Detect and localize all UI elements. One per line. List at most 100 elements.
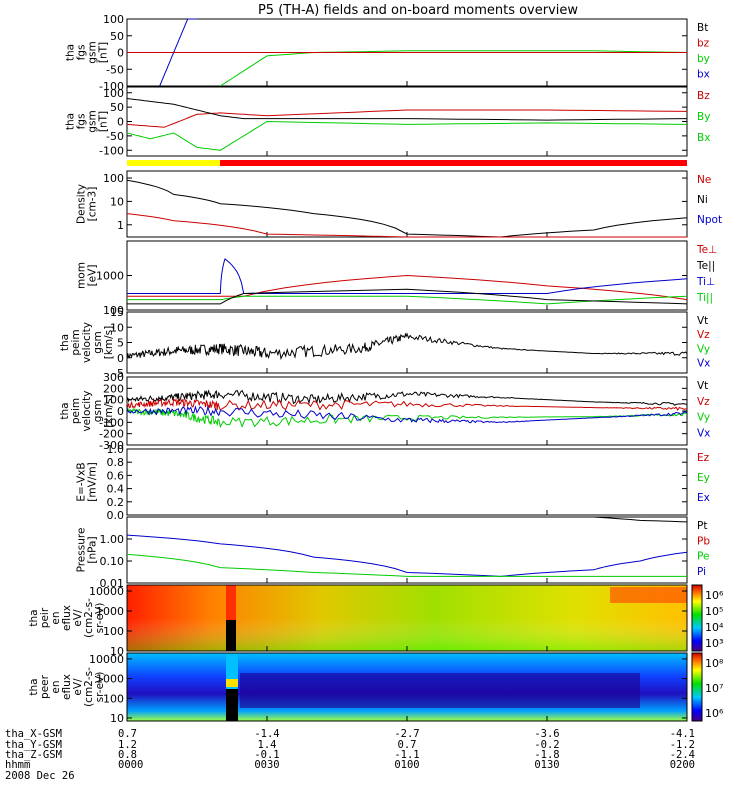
ephemeris-value: 0.7: [398, 739, 417, 751]
electron-low-flux-region: [240, 673, 640, 708]
series-fgs2-Bt: [126, 98, 688, 121]
series-temp-Ti||: [127, 295, 688, 305]
ephemeris-value: 0.8: [118, 749, 137, 761]
panel-pressure: 1.00 0.10 0.01 Pressure [nPa] Pt Pb Pe Pi: [76, 516, 710, 590]
y-axis-label: [km/s]: [103, 394, 115, 428]
colorbar-label: 10⁸: [705, 657, 724, 670]
panel-frame: [126, 448, 688, 516]
panel-ionspec: 10000 1000 100 10 tha peir en eflux eV/(cm2-s-sr…: [28, 584, 724, 658]
y-axis-label: tha: [59, 334, 71, 351]
y-tick-label: 1.00: [100, 533, 125, 546]
y-tick-label: 10: [110, 645, 124, 658]
y-axis-label: sr-eV): [94, 603, 106, 634]
electron-data-gap: [226, 689, 238, 721]
colorbar: [691, 584, 703, 652]
y-axis-label: tha: [28, 609, 40, 626]
legend-Vz: Vz: [697, 329, 710, 341]
y-tick-label: 1000: [96, 605, 124, 618]
y-tick-label: 0.2: [107, 496, 125, 509]
legend-Ne: Ne: [697, 174, 711, 186]
y-axis-label: en: [50, 611, 62, 624]
y-tick-label: 0.10: [100, 555, 125, 568]
y-tick-label: 50: [110, 30, 124, 43]
y-tick-label: 1: [117, 219, 124, 232]
legend-Npot: Npot: [697, 214, 722, 226]
colorbar-label: 10⁶: [705, 589, 724, 602]
y-tick-label: 100: [103, 172, 124, 185]
legend-Vy: Vy: [697, 412, 710, 424]
y-tick-label: 10: [110, 712, 124, 725]
y-axis-label: [nT]: [98, 42, 110, 63]
y-tick-label: 0: [117, 116, 124, 129]
series-fgs2-By: [126, 120, 688, 151]
ephemeris-value: -1.1: [394, 749, 419, 761]
series-temp-Te⊥: [127, 274, 688, 301]
legend-Ez: Ez: [697, 452, 710, 464]
electron-gap-band-yellow: [226, 679, 238, 687]
y-tick-label: 100: [103, 87, 124, 100]
y-axis-label: velocity: [81, 322, 93, 363]
y-axis-label: peim: [70, 398, 82, 424]
y-axis-label: tha: [59, 402, 71, 419]
ephemeris-value: -1.4: [254, 728, 279, 740]
ion-data-gap: [226, 620, 236, 651]
colorbar-label: 10⁶: [705, 707, 724, 720]
y-tick-label: -100: [99, 144, 124, 157]
y-axis-label: eflux: [61, 674, 73, 700]
figure-title: P5 (TH-A) fields and on-board moments ov…: [258, 3, 578, 18]
legend-Ti⊥: Ti⊥: [696, 276, 715, 288]
ephemeris-value: -2.4: [670, 749, 695, 761]
ion-gap-band: [226, 585, 236, 651]
y-axis-label: [cm-3]: [87, 187, 99, 222]
ion-spectrogram-shade: [127, 585, 687, 651]
panel-elecspec: 10000 1000 100 10 tha peer en eflux eV/(cm2-s-sr…: [28, 652, 724, 725]
y-tick-label: 10000: [89, 585, 124, 598]
y-axis-label: en: [50, 680, 62, 693]
ephemeris-value: 0100: [394, 759, 419, 771]
series-fgs2-Bz: [126, 109, 688, 128]
y-tick-label: 10000: [89, 653, 124, 666]
y-axis-label: gsm: [87, 110, 99, 132]
panel-frame: [126, 170, 688, 238]
series-vel2-Vx: [126, 405, 688, 424]
y-tick-label: -200: [99, 428, 124, 441]
legend-Vx: Vx: [697, 358, 710, 370]
series-density-Ne: [126, 213, 687, 238]
ion-high-energy-flux: [610, 587, 687, 603]
ephemeris-value: 1.2: [118, 739, 137, 751]
y-tick-label: 300: [103, 371, 124, 384]
panel-temp: 1000 100 mom [eV] Te⊥ Te|| Ti⊥ Ti||: [76, 240, 717, 317]
y-axis-label: peir: [39, 607, 51, 628]
y-axis-label: fgs: [76, 45, 88, 61]
y-axis-label: fgs: [76, 114, 88, 130]
legend-Pb: Pb: [697, 535, 710, 547]
legend-By: By: [697, 111, 710, 123]
series-pressure-Pi: [126, 534, 688, 577]
ephemeris-value: -0.1: [254, 749, 279, 761]
legend-Ti||: Ti||: [696, 292, 713, 304]
y-axis-label: tha: [28, 678, 40, 695]
y-tick-label: 0.8: [107, 456, 125, 469]
ephemeris-label: hhmm: [5, 759, 30, 771]
legend-Ey: Ey: [697, 472, 710, 484]
series-temp-Te||: [127, 288, 688, 305]
y-tick-label: 100: [103, 13, 124, 26]
y-tick-label: 1000: [96, 270, 124, 283]
y-axis-label: (cm2-s-: [83, 667, 95, 707]
legend-by: by: [697, 53, 710, 65]
ephemeris-value: -1.8: [534, 749, 559, 761]
panel-density: 100 10 1 Density [cm-3] Ne Ni Npot: [76, 170, 722, 238]
y-axis-label: Density: [76, 184, 88, 224]
y-tick-label: -100: [99, 80, 124, 93]
legend-Vt: Vt: [697, 380, 708, 392]
y-axis-label: tha: [65, 113, 77, 130]
panel-frame: [126, 86, 688, 157]
y-axis-label: [eV]: [87, 265, 99, 287]
ephemeris-value: 0.7: [118, 728, 137, 740]
y-tick-label: 50: [110, 101, 124, 114]
y-axis-label: eflux: [61, 605, 73, 631]
y-tick-label: 0.01: [100, 577, 125, 590]
y-axis-label: (cm2-s-: [83, 598, 95, 638]
legend-Pe: Pe: [697, 551, 709, 563]
